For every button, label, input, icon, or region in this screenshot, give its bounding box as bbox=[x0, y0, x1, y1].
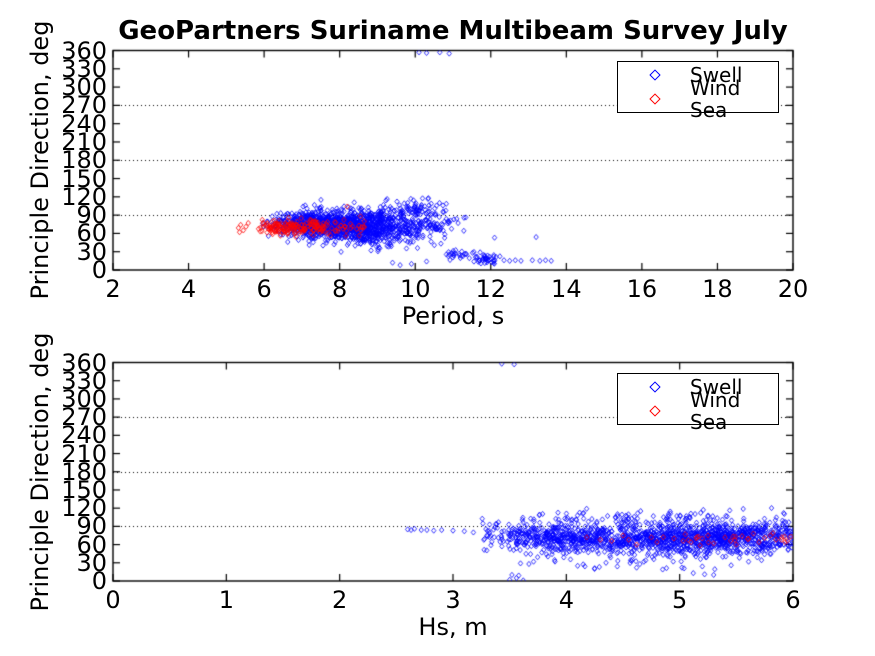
legend-label-windsea: Wind Sea bbox=[690, 388, 741, 434]
swell-diamond-icon bbox=[649, 69, 661, 81]
x-tick-label: 16 bbox=[626, 275, 658, 303]
swell-diamond-icon bbox=[649, 381, 661, 393]
y-tick-label: 210 bbox=[61, 439, 107, 468]
y-tick-label: 300 bbox=[61, 73, 107, 102]
y-tick-label: 240 bbox=[61, 109, 107, 138]
y-tick-label: 240 bbox=[61, 421, 107, 450]
y-tick-label: 60 bbox=[76, 530, 107, 559]
legend-label-swell: Swell bbox=[690, 375, 743, 399]
x-tick-label: 4 bbox=[558, 586, 574, 614]
legend-bottom: Swell Wind Sea bbox=[617, 373, 779, 433]
legend-entry-windsea: Wind Sea bbox=[618, 389, 778, 433]
x-tick-label: 2 bbox=[332, 586, 348, 614]
x-axis-label-hs: Hs, m bbox=[418, 613, 488, 641]
y-tick-label: 360 bbox=[61, 36, 107, 65]
x-tick-label: 5 bbox=[672, 586, 688, 614]
windsea-diamond-icon bbox=[649, 93, 661, 105]
y-tick-label: 30 bbox=[76, 548, 107, 577]
x-tick-label: 8 bbox=[332, 275, 348, 303]
y-tick-label: 120 bbox=[61, 494, 107, 523]
x-tick-label: 20 bbox=[777, 275, 809, 303]
y-tick-label: 270 bbox=[61, 403, 107, 432]
y-tick-label: 0 bbox=[91, 567, 107, 595]
chart-title: GeoPartners Suriname Multibeam Survey Ju… bbox=[118, 16, 788, 46]
x-tick-label: 12 bbox=[475, 275, 507, 303]
y-tick-label: 90 bbox=[76, 201, 107, 230]
legend-entry-swell: Swell bbox=[618, 375, 778, 399]
y-tick-label: 30 bbox=[76, 237, 107, 266]
legend-label-swell: Swell bbox=[690, 63, 743, 87]
x-tick-label: 18 bbox=[702, 275, 733, 303]
y-tick-label: 90 bbox=[76, 512, 107, 541]
x-tick-label: 4 bbox=[180, 275, 197, 303]
legend-label-windsea: Wind Sea bbox=[690, 76, 741, 122]
y-tick-label: 210 bbox=[61, 127, 107, 156]
y-tick-label: 0 bbox=[91, 256, 107, 284]
y-tick-label: 150 bbox=[61, 475, 107, 504]
legend-entry-swell: Swell bbox=[618, 63, 778, 87]
x-tick-label: 14 bbox=[551, 275, 582, 303]
y-tick-label: 300 bbox=[61, 384, 107, 413]
y-tick-label: 330 bbox=[61, 366, 107, 395]
y-tick-label: 180 bbox=[61, 146, 107, 175]
y-tick-label: 120 bbox=[61, 182, 107, 211]
x-axis-label-period: Period, s bbox=[401, 302, 505, 330]
x-tick-label: 3 bbox=[445, 586, 461, 614]
y-tick-label: 330 bbox=[61, 54, 107, 83]
y-tick-label: 60 bbox=[76, 219, 107, 248]
legend-top: Swell Wind Sea bbox=[617, 61, 779, 121]
x-tick-label: 1 bbox=[218, 586, 234, 614]
x-tick-label: 0 bbox=[105, 586, 121, 614]
x-tick-label: 2 bbox=[105, 275, 121, 303]
y-tick-label: 360 bbox=[61, 348, 107, 377]
x-tick-label: 10 bbox=[399, 275, 431, 303]
windsea-diamond-icon bbox=[649, 405, 661, 417]
y-tick-label: 180 bbox=[61, 457, 107, 486]
y-tick-label: 270 bbox=[61, 91, 107, 120]
legend-entry-windsea: Wind Sea bbox=[618, 77, 778, 121]
y-tick-label: 150 bbox=[61, 164, 107, 193]
x-tick-label: 6 bbox=[256, 275, 272, 303]
x-tick-label: 6 bbox=[785, 586, 801, 614]
